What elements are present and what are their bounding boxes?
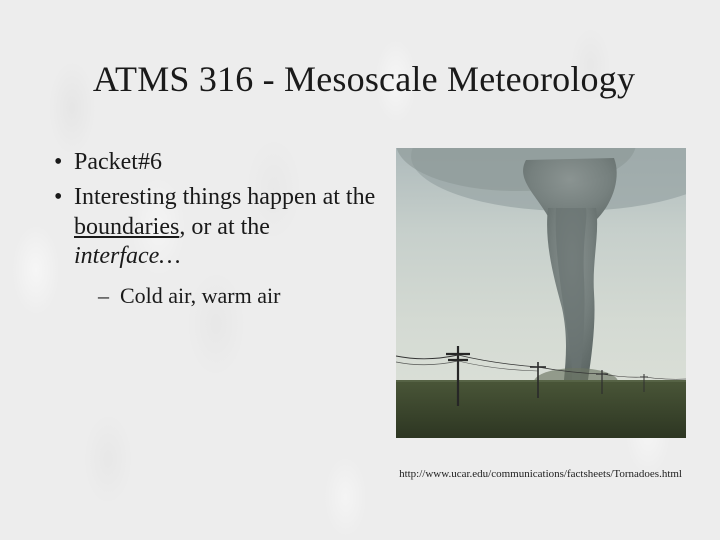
bullet-text-part: , or at the [179,214,270,240]
bullet-item: Interesting things happen at the boundar… [48,183,378,310]
tornado-photo [396,148,686,438]
figure-area: http://www.ucar.edu/communications/facts… [396,148,686,480]
bullet-text-italic: interface… [74,243,181,269]
sub-bullet-item: Cold air, warm air [74,283,378,310]
photo-caption: http://www.ucar.edu/communications/facts… [399,468,686,480]
bullet-text-part: Interesting things happen at the [74,184,375,210]
slide-title: ATMS 316 - Mesoscale Meteorology [48,58,680,100]
content-row: Packet#6 Interesting things happen at th… [48,148,680,480]
sub-bullet-text: Cold air, warm air [120,283,280,308]
bullet-list: Packet#6 Interesting things happen at th… [48,148,378,316]
bullet-text: Packet#6 [74,149,162,175]
slide-container: ATMS 316 - Mesoscale Meteorology Packet#… [0,0,720,540]
bullet-text-underlined: boundaries [74,214,179,240]
bullet-item: Packet#6 [48,148,378,177]
